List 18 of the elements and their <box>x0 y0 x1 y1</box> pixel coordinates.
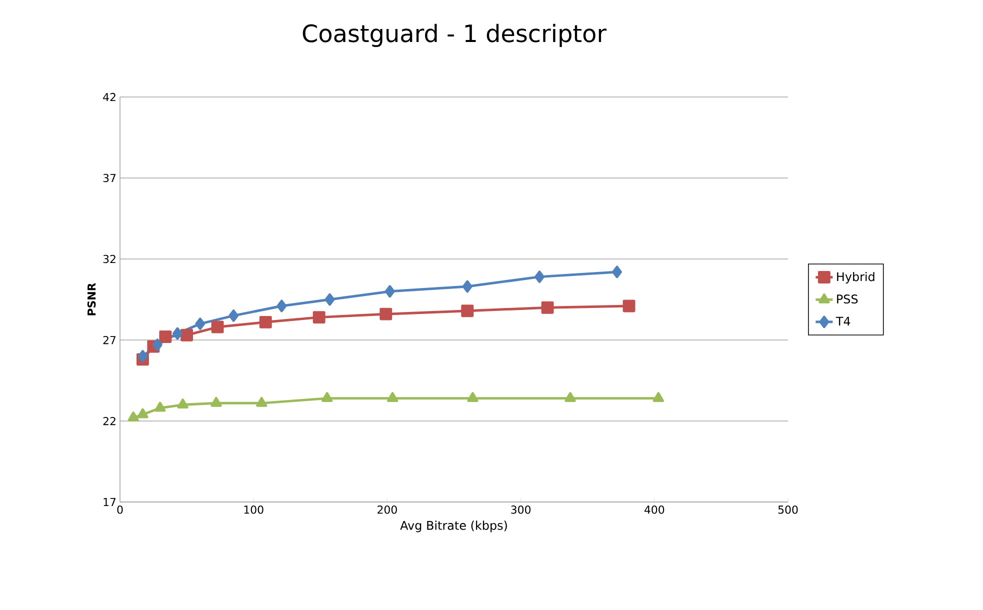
y-tick-label: 22 <box>103 416 116 426</box>
y-tick-label: 27 <box>103 336 116 344</box>
x-tick-label: 200 <box>378 506 397 514</box>
x-tick-label: 300 <box>511 506 531 514</box>
y-tick-label: 42 <box>103 92 116 102</box>
legend-label: T4 <box>836 316 850 326</box>
chart-title: Coastguard - 1 descriptor <box>302 24 607 47</box>
y-tick-label: 17 <box>104 498 116 506</box>
y-tick-label: 32 <box>103 254 116 264</box>
legend-label: PSS <box>837 294 858 304</box>
x-tick-label: 100 <box>244 506 264 514</box>
x-tick-label: 400 <box>644 506 664 514</box>
x-tick-label: 500 <box>778 506 798 514</box>
y-tick-label: 37 <box>103 174 116 182</box>
y-axis-title: PSNR <box>87 282 96 316</box>
x-tick-label: 0 <box>117 506 123 514</box>
legend-label: Hybrid <box>837 272 874 284</box>
x-axis-title: Avg Bitrate (kbps) <box>400 520 507 532</box>
